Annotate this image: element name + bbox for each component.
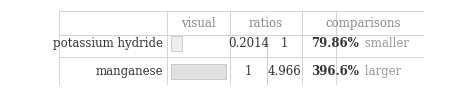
Text: smaller: smaller [361,37,409,50]
Text: comparisons: comparisons [325,17,400,30]
Text: ratios: ratios [249,17,283,30]
Text: larger: larger [361,65,401,78]
Text: potassium hydride: potassium hydride [53,37,163,50]
Bar [171,64,226,79]
Text: 1: 1 [245,65,252,78]
Text: visual: visual [181,17,216,30]
Text: 4.966: 4.966 [268,65,301,78]
Text: 396.6%: 396.6% [311,65,359,78]
Bar [171,36,182,51]
Text: manganese: manganese [95,65,163,78]
Text: 0.2014: 0.2014 [228,37,269,50]
Text: 1: 1 [281,37,288,50]
Text: 79.86%: 79.86% [311,37,359,50]
